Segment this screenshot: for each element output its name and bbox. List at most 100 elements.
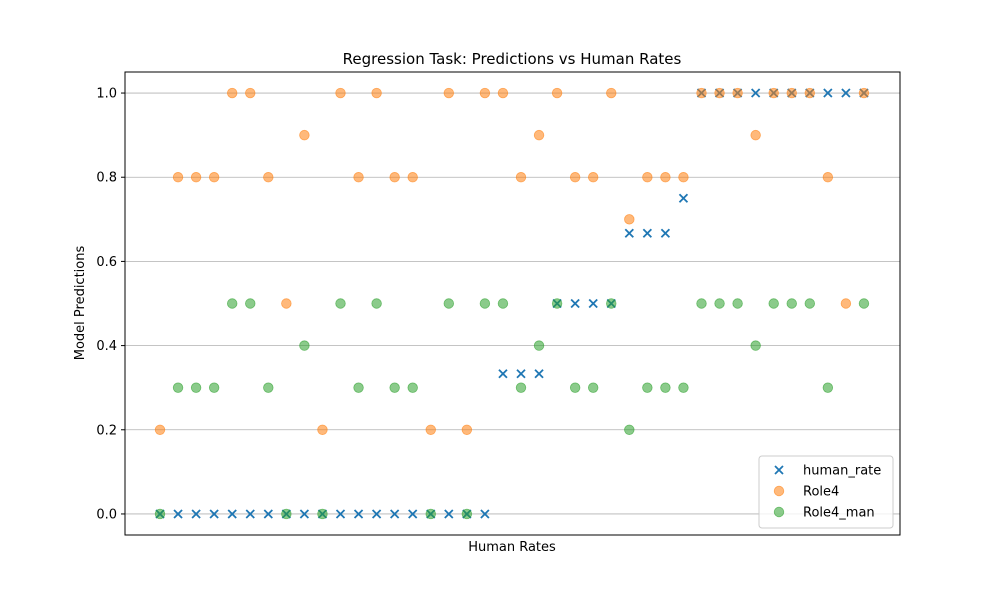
point-Role4_man — [226, 298, 238, 309]
point-human_rate — [335, 509, 346, 519]
point-Role4 — [696, 87, 707, 99]
point-Role4 — [281, 298, 292, 309]
point-Role4 — [786, 87, 797, 99]
point-human_rate — [173, 509, 183, 519]
point-Role4 — [479, 87, 491, 99]
point-Role4 — [371, 87, 382, 99]
y-tick-label: 0.8 — [96, 171, 117, 186]
point-human_rate — [642, 228, 652, 238]
point-Role4_man — [443, 298, 455, 309]
point-Role4 — [750, 129, 761, 141]
y-axis: 0.0 0.2 0.4 0.6 0.8 1.0 — [96, 87, 125, 522]
point-human_rate — [678, 193, 689, 203]
point-Role4_man — [425, 508, 436, 520]
point-Role4_man — [172, 382, 184, 393]
point-human_rate — [588, 298, 598, 309]
y-tick-label: 0.4 — [96, 339, 117, 354]
point-Role4_man — [786, 298, 797, 309]
point-Role4 — [822, 172, 834, 183]
point-Role4_man — [389, 382, 400, 393]
y-tick-label: 0.2 — [96, 423, 117, 438]
point-Role4 — [551, 87, 563, 99]
point-Role4_man — [858, 298, 870, 309]
point-Role4 — [317, 424, 328, 435]
point-human_rate — [390, 509, 400, 519]
point-Role4 — [407, 172, 418, 183]
point-Role4 — [714, 87, 725, 99]
point-Role4 — [425, 424, 436, 435]
point-Role4 — [353, 172, 364, 183]
legend-marker-human_rate — [774, 465, 784, 475]
point-Role4 — [840, 298, 852, 309]
point-Role4_man — [732, 298, 743, 309]
marks-layer — [154, 87, 870, 520]
point-human_rate — [227, 509, 237, 519]
point-Role4_man — [317, 508, 328, 520]
point-Role4_man — [479, 298, 491, 309]
point-Role4 — [606, 87, 617, 99]
point-human_rate — [841, 88, 851, 98]
point-Role4_man — [642, 382, 653, 393]
point-Role4 — [389, 172, 400, 183]
point-Role4_man — [245, 298, 256, 309]
point-Role4 — [497, 87, 509, 99]
point-Role4_man — [569, 382, 581, 393]
point-Role4_man — [678, 382, 689, 393]
point-human_rate — [191, 509, 201, 519]
point-Role4 — [804, 87, 816, 99]
point-Role4_man — [768, 298, 779, 309]
point-Role4 — [335, 87, 346, 99]
point-Role4_man — [624, 424, 635, 435]
point-Role4 — [533, 129, 545, 141]
point-Role4 — [190, 172, 202, 183]
point-human_rate — [371, 509, 382, 519]
point-Role4_man — [551, 298, 563, 309]
point-Role4_man — [154, 508, 166, 520]
point-Role4 — [642, 172, 653, 183]
point-Role4 — [263, 172, 274, 183]
point-Role4_man — [714, 298, 725, 309]
point-human_rate — [751, 88, 761, 98]
point-Role4_man — [497, 298, 509, 309]
point-human_rate — [408, 509, 418, 519]
point-Role4_man — [822, 382, 834, 393]
point-Role4_man — [515, 382, 527, 393]
point-Role4_man — [606, 298, 617, 309]
point-human_rate — [823, 88, 833, 98]
point-human_rate — [534, 369, 544, 379]
point-Role4 — [678, 172, 689, 183]
point-Role4 — [299, 129, 310, 141]
y-tick-label: 0.6 — [96, 255, 117, 270]
point-Role4_man — [371, 298, 382, 309]
point-human_rate — [570, 298, 580, 309]
point-Role4_man — [696, 298, 707, 309]
legend-label-human_rate: human_rate — [803, 464, 881, 479]
point-Role4_man — [190, 382, 202, 393]
point-Role4 — [515, 172, 527, 183]
plot-frame — [124, 71, 901, 536]
point-human_rate — [624, 228, 634, 238]
point-human_rate — [263, 509, 273, 519]
point-Role4_man — [263, 382, 274, 393]
point-Role4_man — [533, 340, 545, 351]
y-axis-label: Model Predictions — [73, 246, 88, 361]
point-Role4 — [569, 172, 581, 183]
series-Role4 — [154, 87, 870, 435]
point-human_rate — [480, 509, 490, 519]
point-Role4_man — [299, 340, 310, 351]
point-Role4 — [461, 424, 473, 435]
series-Role4_man — [154, 298, 870, 520]
point-Role4_man — [461, 508, 473, 520]
point-Role4 — [245, 87, 256, 99]
point-Role4 — [443, 87, 455, 99]
point-human_rate — [299, 509, 310, 519]
point-human_rate — [353, 509, 364, 519]
point-Role4 — [660, 172, 671, 183]
point-Role4_man — [353, 382, 364, 393]
point-Role4_man — [208, 382, 220, 393]
point-human_rate — [498, 369, 508, 379]
point-Role4_man — [335, 298, 346, 309]
point-Role4_man — [588, 382, 599, 393]
point-Role4_man — [750, 340, 761, 351]
